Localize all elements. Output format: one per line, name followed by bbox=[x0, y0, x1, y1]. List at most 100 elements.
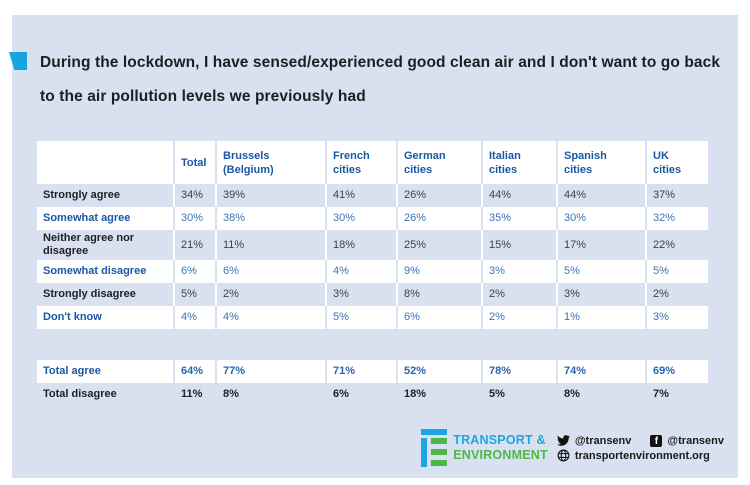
title-flag-icon bbox=[9, 52, 27, 70]
data-cell: 3% bbox=[558, 283, 647, 306]
data-cell: 8% bbox=[223, 388, 239, 400]
data-cell: 25% bbox=[398, 230, 483, 260]
data-cell: 6% bbox=[175, 260, 217, 283]
data-cell: 18% bbox=[404, 388, 427, 400]
header-row: Total Brussels (Belgium) French cities German… bbox=[37, 141, 708, 184]
page-title-line-2: to the air pollution levels we previousl… bbox=[40, 88, 366, 105]
data-cell: 77% bbox=[217, 360, 327, 383]
data-cell: 15% bbox=[483, 230, 558, 260]
data-cell: 30% bbox=[327, 207, 398, 230]
data-cell: 8% bbox=[564, 388, 580, 400]
data-cell: 18% bbox=[327, 230, 398, 260]
row-label: Total agree bbox=[37, 360, 175, 383]
data-cell: 17% bbox=[558, 230, 647, 260]
data-cell: 34% bbox=[175, 184, 217, 207]
slide-background: During the lockdown, I have sensed/exper… bbox=[9, 15, 738, 478]
column-header: French cities bbox=[327, 141, 398, 184]
table-row: Total disagree 11% 8% 6% 18% 5% 8% 7% bbox=[37, 383, 708, 406]
row-label: Somewhat agree bbox=[37, 207, 175, 230]
data-cell: 64% bbox=[175, 360, 217, 383]
row-label: Somewhat disagree bbox=[37, 260, 175, 283]
te-logo-icon bbox=[421, 429, 448, 467]
data-cell: 4% bbox=[175, 306, 217, 329]
column-header: Brussels (Belgium) bbox=[217, 141, 327, 184]
data-cell: 78% bbox=[483, 360, 558, 383]
data-cell: 4% bbox=[327, 260, 398, 283]
data-cell: 5% bbox=[175, 283, 217, 306]
data-cell: 11% bbox=[217, 230, 327, 260]
data-cell: 2% bbox=[653, 288, 669, 300]
row-label: Strongly agree bbox=[37, 184, 175, 207]
data-cell: 21% bbox=[175, 230, 217, 260]
data-cell: 30% bbox=[558, 207, 647, 230]
table-row: Neither agree nor disagree 21% 11% 18% 25% 15… bbox=[37, 230, 708, 260]
data-cell: 5% bbox=[647, 260, 708, 283]
facebook-icon: f bbox=[650, 434, 663, 447]
data-cell: 44% bbox=[558, 184, 647, 207]
data-cell: 30% bbox=[175, 207, 217, 230]
data-cell: 39% bbox=[217, 184, 327, 207]
data-cell: 74% bbox=[558, 360, 647, 383]
data-cell: 52% bbox=[398, 360, 483, 383]
data-cell: 22% bbox=[653, 238, 676, 251]
te-wordmark-line-1: TRANSPORT & bbox=[453, 433, 546, 447]
twitter-icon bbox=[556, 435, 570, 446]
spacer-row bbox=[37, 329, 708, 360]
table-row: Somewhat agree 30% 38% 30% 26% 35% 30% 32% bbox=[37, 207, 708, 230]
twitter-handle: @transenv bbox=[574, 434, 632, 447]
data-cell: 3% bbox=[647, 306, 708, 329]
row-label: Total disagree bbox=[43, 388, 117, 400]
social-line-1: @transenv f @transenv bbox=[556, 434, 724, 447]
data-cell: 6% bbox=[333, 388, 349, 400]
row-label: Neither agree nor disagree bbox=[37, 230, 175, 260]
data-cell: 4% bbox=[217, 306, 327, 329]
data-cell: 5% bbox=[489, 388, 505, 400]
social-links: @transenv f @transenv transportenvironme… bbox=[556, 432, 724, 464]
column-header: Italian cities bbox=[483, 141, 558, 184]
social-line-2: transportenvironment.org bbox=[557, 449, 724, 462]
row-label: Strongly disagree bbox=[37, 283, 175, 306]
corner-cell bbox=[37, 141, 175, 184]
data-cell: 9% bbox=[398, 260, 483, 283]
data-cell: 71% bbox=[327, 360, 398, 383]
data-cell: 5% bbox=[558, 260, 647, 283]
website-url: transportenvironment.org bbox=[574, 449, 710, 462]
data-cell: 41% bbox=[327, 184, 398, 207]
globe-icon bbox=[557, 449, 570, 462]
data-cell: 44% bbox=[483, 184, 558, 207]
data-cell: 38% bbox=[217, 207, 327, 230]
column-header: German cities bbox=[398, 141, 483, 184]
data-cell: 26% bbox=[398, 184, 483, 207]
page-title: During the lockdown, I have sensed/exper… bbox=[40, 46, 732, 114]
page-title-line-1: During the lockdown, I have sensed/exper… bbox=[40, 54, 721, 71]
table-row: Somewhat disagree 6% 6% 4% 9% 3% 5% 5% bbox=[37, 260, 708, 283]
data-cell: 2% bbox=[217, 283, 327, 306]
column-header: Total bbox=[175, 141, 217, 184]
data-cell: 8% bbox=[398, 283, 483, 306]
data-cell: 1% bbox=[558, 306, 647, 329]
data-cell: 3% bbox=[483, 260, 558, 283]
row-label: Don't know bbox=[37, 306, 175, 329]
table-row: Total agree 64% 77% 71% 52% 78% 74% 69% bbox=[37, 360, 708, 383]
data-cell: 6% bbox=[398, 306, 483, 329]
data-cell: 2% bbox=[483, 283, 558, 306]
te-wordmark-line-2: ENVIRONMENT bbox=[453, 448, 548, 462]
results-table-container: Total Brussels (Belgium) French cities German… bbox=[37, 141, 708, 406]
column-header: Spanish cities bbox=[558, 141, 647, 184]
data-cell: 6% bbox=[217, 260, 327, 283]
data-cell: 37% bbox=[653, 189, 676, 201]
data-cell: 26% bbox=[398, 207, 483, 230]
data-cell: 11% bbox=[181, 388, 203, 400]
table-body: Strongly agree 34% 39% 41% 26% 44% 44% 37% Somew… bbox=[37, 184, 708, 406]
te-wordmark: TRANSPORT & ENVIRONMENT bbox=[453, 433, 548, 463]
data-cell: 5% bbox=[327, 306, 398, 329]
te-logo: TRANSPORT & ENVIRONMENT bbox=[421, 429, 548, 467]
table-row: Strongly disagree 5% 2% 3% 8% 2% 3% 2% bbox=[37, 283, 708, 306]
results-table: Total Brussels (Belgium) French cities German… bbox=[37, 141, 708, 406]
table-row: Don't know 4% 4% 5% 6% 2% 1% 3% bbox=[37, 306, 708, 329]
column-header: UK cities bbox=[647, 141, 708, 184]
data-cell: 32% bbox=[647, 207, 708, 230]
data-cell: 7% bbox=[653, 388, 669, 400]
data-cell: 35% bbox=[483, 207, 558, 230]
data-cell: 3% bbox=[327, 283, 398, 306]
